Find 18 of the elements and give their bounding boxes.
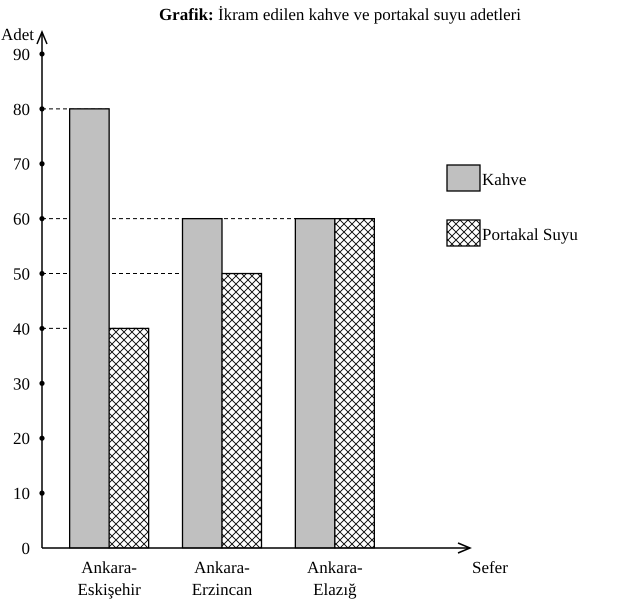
y-tick-label: 20 bbox=[13, 429, 30, 448]
x-tick-label: Ankara-Erzincan bbox=[192, 558, 253, 599]
y-tick-label: 0 bbox=[22, 539, 30, 558]
y-tick-label: 40 bbox=[13, 319, 30, 338]
x-axis-title: Sefer bbox=[472, 558, 508, 577]
y-axis-title: Adet bbox=[0, 25, 34, 44]
y-tick-label: 90 bbox=[13, 44, 30, 64]
y-tick-label: 70 bbox=[13, 154, 30, 174]
x-tick-label: Ankara-Eskişehir bbox=[78, 558, 142, 599]
y-tick-label: 80 bbox=[13, 100, 30, 119]
legend-label: Kahve bbox=[482, 170, 526, 189]
legend-label: Portakal Suyu bbox=[482, 225, 578, 244]
y-tick-label: 10 bbox=[13, 484, 30, 504]
y-tick-label: 30 bbox=[13, 374, 30, 394]
y-tick-label: 50 bbox=[13, 264, 30, 284]
chart-title: Grafik: İkram edilen kahve ve portakal suyu adetleri bbox=[158, 5, 522, 24]
y-tick-label: 60 bbox=[13, 210, 30, 229]
x-tick-label: Ankara-Elazığ bbox=[307, 558, 364, 599]
